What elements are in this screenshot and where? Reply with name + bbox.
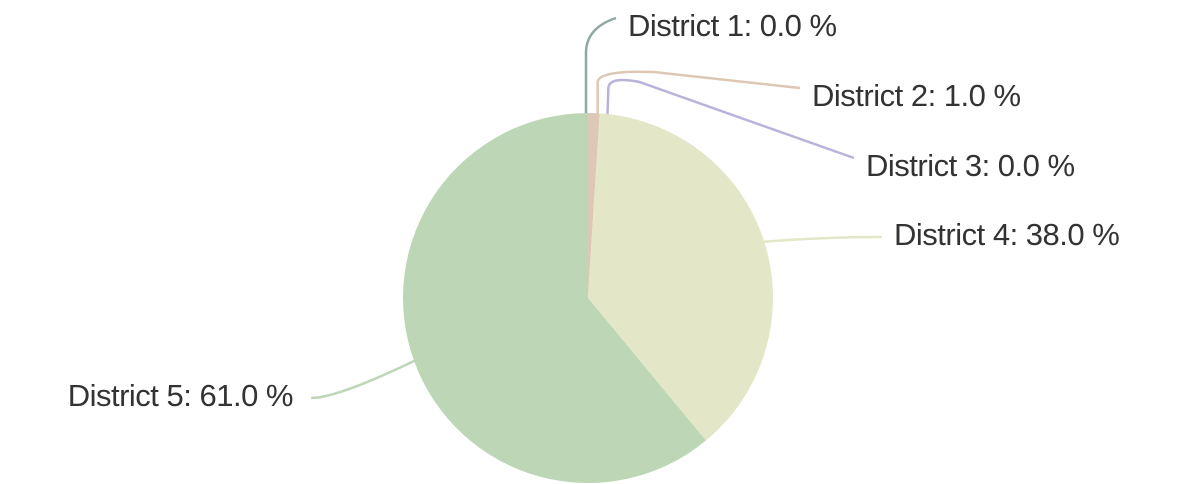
data-label: District 4: 38.0 % [894,217,1119,252]
data-label: District 5: 61.0 % [68,378,293,413]
data-label: District 3: 0.0 % [866,148,1075,183]
data-label: District 2: 1.0 % [812,78,1021,113]
leader-line [606,78,855,160]
data-label: District 1: 0.0 % [628,8,837,43]
leader-line [310,358,418,400]
pie-slice [403,113,706,483]
leader-line [760,235,883,244]
leader-line [584,16,617,117]
pie-slice [588,113,600,298]
leader-line [596,70,801,117]
pie-slice [588,113,773,441]
